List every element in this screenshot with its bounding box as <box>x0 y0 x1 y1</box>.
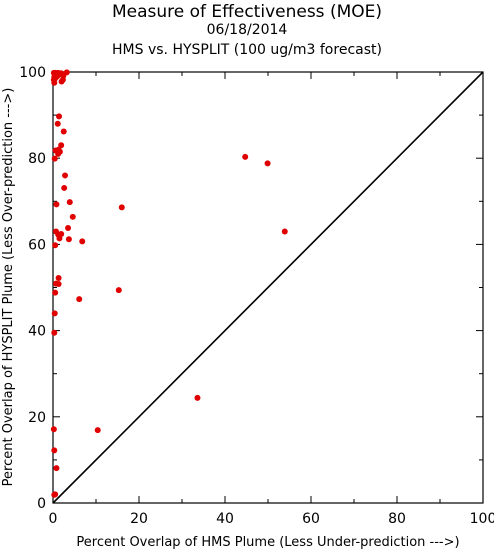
x-tick-label: 100 <box>470 511 494 527</box>
x-tick-label: 40 <box>216 511 234 527</box>
data-point <box>51 310 58 317</box>
y-tick-label: 40 <box>28 324 46 340</box>
x-axis-title: Percent Overlap of HMS Plume (Less Under… <box>76 535 459 550</box>
axis-ticks <box>52 71 484 504</box>
x-tick-label: 80 <box>388 511 406 527</box>
data-point <box>54 120 61 127</box>
data-point <box>53 465 60 472</box>
data-point <box>56 235 63 242</box>
data-point <box>52 289 59 296</box>
data-points <box>50 69 288 498</box>
data-point <box>264 160 271 167</box>
data-point <box>61 184 68 191</box>
y-tick-label: 100 <box>19 65 46 81</box>
data-point <box>55 150 62 157</box>
data-point <box>242 153 249 160</box>
data-point <box>76 296 83 303</box>
data-point <box>194 394 201 401</box>
data-point <box>118 204 125 211</box>
data-point <box>51 155 58 162</box>
y-axis-title: Percent Overlap of HYSPLIT Plume (Less O… <box>1 88 16 487</box>
data-point <box>58 78 65 85</box>
x-tick-label: 20 <box>130 511 148 527</box>
one-to-one-reference-line <box>52 71 484 504</box>
data-point <box>65 225 72 232</box>
data-point <box>62 172 69 179</box>
data-point <box>63 69 70 76</box>
data-point <box>79 238 86 245</box>
x-tick-label: 60 <box>302 511 320 527</box>
y-tick-label: 60 <box>28 237 46 253</box>
x-tick-label: 0 <box>49 511 58 527</box>
data-point <box>53 201 60 208</box>
data-point <box>115 287 122 294</box>
chart-date: 06/18/2014 <box>206 22 288 38</box>
data-point <box>51 79 58 86</box>
data-point <box>52 242 59 249</box>
data-point <box>55 275 62 282</box>
data-point <box>56 113 63 120</box>
y-tick-label: 0 <box>37 496 46 512</box>
data-point <box>281 228 288 235</box>
data-point <box>94 427 101 434</box>
data-point <box>51 447 58 454</box>
data-point <box>55 281 62 288</box>
chart-title: Measure of Effectiveness (MOE) <box>111 2 383 22</box>
data-point <box>52 491 59 498</box>
chart-subtitle: HMS vs. HYSPLIT (100 ug/m3 forecast) <box>112 42 382 58</box>
y-tick-label: 80 <box>28 151 46 167</box>
data-point <box>69 213 76 220</box>
data-point <box>60 128 67 135</box>
data-point <box>51 329 58 336</box>
data-point <box>66 199 73 206</box>
axis-tick-labels: 0 20 40 60 80 100 0 20 40 60 80 100 <box>19 65 494 527</box>
data-point <box>65 236 72 243</box>
data-point <box>50 426 57 433</box>
data-point <box>58 142 65 149</box>
y-tick-label: 20 <box>28 410 46 426</box>
